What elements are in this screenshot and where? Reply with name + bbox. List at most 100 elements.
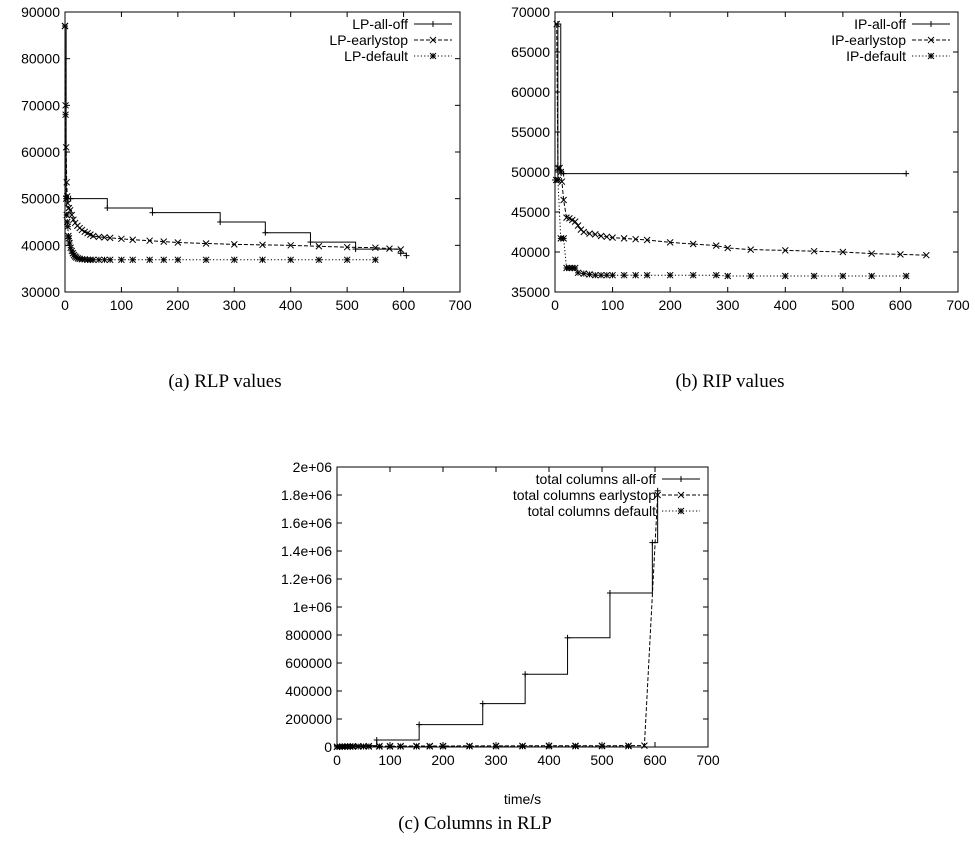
series-ip-earlystop-point: [554, 164, 562, 172]
legend-label: IP-all-off: [854, 16, 906, 32]
series-ip-default-line: [556, 179, 907, 277]
legend-marker: [927, 36, 935, 44]
series-total-columns-default-point: [386, 743, 394, 750]
series-total-columns-default-point: [439, 743, 447, 750]
x-tick-label: 300: [223, 297, 247, 313]
series-ip-earlystop-point: [580, 228, 588, 236]
x-tick-label: 0: [61, 297, 69, 313]
series-lp-earlystop-point: [397, 246, 405, 253]
series-ip-default-point: [902, 272, 910, 280]
series-lp-earlystop-point: [202, 240, 210, 247]
series-lp-default-point: [146, 256, 153, 264]
series-ip-earlystop-point: [643, 236, 651, 244]
series-lp-default-point: [160, 256, 168, 264]
series-total-columns-all-off-point: [654, 487, 661, 494]
legend-label: IP-earlystop: [831, 32, 906, 48]
series-ip-default-point: [597, 271, 605, 279]
series-lp-all-off-point: [397, 250, 404, 257]
series-lp-earlystop-point: [62, 143, 70, 151]
series-total-columns-all-off-point: [373, 737, 380, 743]
series-ip-earlystop-point: [712, 242, 720, 249]
x-tick-label: 100: [601, 297, 625, 313]
caption-rip-values: (b) RIP values: [675, 371, 785, 392]
series-total-columns-default-point: [365, 743, 373, 750]
axes: 0 100 200 300 400 500 600 700 35000 40000 45000 500…: [511, 4, 970, 352]
series-ip-earlystop-point: [839, 248, 847, 256]
series-ip-earlystop-point: [747, 246, 755, 253]
series-ip-earlystop-point: [724, 244, 732, 252]
x-tick-label: 200: [431, 752, 455, 768]
series-ip-default-point: [620, 271, 628, 279]
series-lp-earlystop-point: [106, 234, 114, 242]
series-total-columns-default-point: [492, 742, 500, 750]
series-ip-default-point: [666, 271, 674, 279]
y-tick-label: 1.2e+06: [281, 571, 332, 587]
series-total-columns-default-line: [336, 745, 629, 748]
x-tick-label: 200: [166, 297, 190, 313]
series-lp-all-off-point: [104, 205, 111, 211]
series-lp-earlystop-point: [66, 206, 74, 214]
series-lp-default-point: [129, 256, 137, 264]
series-lp-earlystop-point: [118, 235, 125, 243]
chart-columns-in-rlp: 0 100 200 300 400 500 600 700 0 200000 400000 60000…: [281, 459, 720, 807]
legend-marker: [429, 52, 437, 60]
legend-label: total columns default: [528, 503, 657, 519]
series-total-columns-default-point: [466, 742, 473, 750]
chart-panel-rlp-values: 0 100 200 300 400 500 600 700 30000 40000 50000 600…: [0, 0, 480, 352]
series-ip-earlystop-point: [620, 235, 628, 242]
y-tick-label: 90000: [21, 4, 60, 20]
series-ip-earlystop-point: [897, 251, 904, 258]
x-tick-label: 700: [696, 752, 720, 768]
x-tick-label: 600: [889, 297, 913, 313]
caption-rlp-values: (a) RLP values: [168, 371, 282, 392]
series-total-columns-default-point: [360, 743, 367, 750]
series-total-columns-default-point: [354, 743, 362, 750]
x-tick-label: 500: [335, 297, 359, 313]
series-ip-all-off-point: [903, 170, 910, 177]
series-ip-earlystop-point: [666, 239, 674, 246]
series-lp-default-point: [372, 256, 379, 264]
legend-marker: [430, 21, 436, 27]
series-lp-earlystop-point: [386, 245, 393, 252]
series-lp-default-point: [315, 256, 323, 264]
series-ip-earlystop-point: [868, 250, 875, 257]
series-ip-all-off-point: [554, 21, 561, 27]
x-tick-label: 700: [448, 297, 472, 313]
series-ip-earlystop-point: [557, 168, 565, 176]
x-tick-label: 400: [774, 297, 798, 313]
series-lp-earlystop-point: [315, 242, 323, 250]
y-tick-label: 35000: [511, 284, 550, 300]
series-ip-earlystop-point: [689, 240, 697, 248]
legend-marker: [429, 36, 437, 44]
series-ip-all-off-point: [560, 170, 567, 177]
series-ip-default-point: [609, 271, 616, 279]
series-ip-earlystop-point: [922, 251, 930, 259]
chart-rip-values: 0 100 200 300 400 500 600 700 35000 40000 45000 500…: [511, 4, 970, 352]
series-ip-default-point: [781, 272, 789, 280]
y-tick-label: 0: [324, 739, 332, 755]
legend-label: total columns all-off: [536, 471, 656, 487]
series-lp-default-point: [202, 256, 210, 264]
series-ip-earlystop-point: [609, 234, 616, 241]
x-tick-label: 0: [551, 297, 559, 313]
y-tick-label: 1.6e+06: [281, 515, 332, 531]
series-total-columns-all-off-line: [337, 490, 659, 747]
series-ip-earlystop-point: [591, 231, 599, 238]
y-tick-label: 1.8e+06: [281, 487, 332, 503]
series-total-columns-all-off-point: [564, 634, 571, 641]
legend-marker: [928, 21, 934, 27]
series-lp-default-point: [63, 218, 71, 226]
series-lp-default-point: [259, 256, 266, 264]
series-ip-earlystop-point: [603, 233, 611, 241]
series-lp-earlystop-point: [343, 243, 351, 251]
series-total-columns-earlystop-point: [641, 742, 648, 749]
series-lp-earlystop-point: [259, 241, 266, 249]
series-ip-default-point: [643, 271, 651, 279]
series-ip-default-point: [810, 272, 818, 280]
series-ip-default-point: [560, 235, 567, 242]
y-tick-label: 50000: [511, 164, 550, 180]
series-lp-earlystop-point: [70, 216, 77, 224]
